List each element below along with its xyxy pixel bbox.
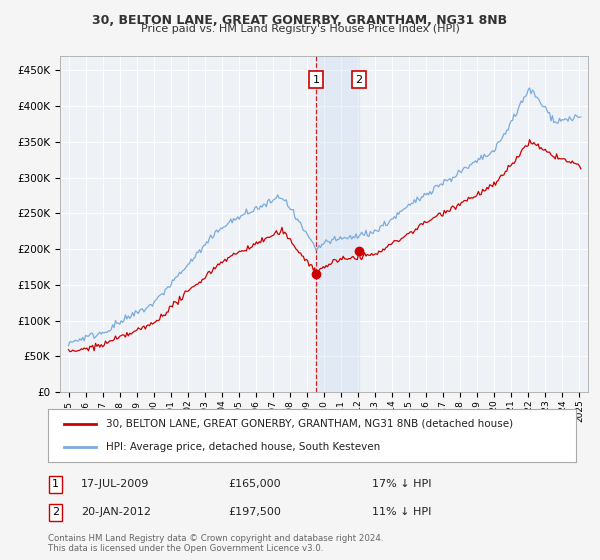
Text: 30, BELTON LANE, GREAT GONERBY, GRANTHAM, NG31 8NB: 30, BELTON LANE, GREAT GONERBY, GRANTHAM… (92, 14, 508, 27)
Text: £165,000: £165,000 (228, 479, 281, 489)
Text: Price paid vs. HM Land Registry's House Price Index (HPI): Price paid vs. HM Land Registry's House … (140, 24, 460, 34)
Text: 1: 1 (52, 479, 59, 489)
Text: 11% ↓ HPI: 11% ↓ HPI (372, 507, 431, 517)
Bar (316, 56, 359, 392)
Text: £197,500: £197,500 (228, 507, 281, 517)
Text: 2: 2 (355, 74, 362, 85)
Text: 20-JAN-2012: 20-JAN-2012 (81, 507, 151, 517)
Text: Contains HM Land Registry data © Crown copyright and database right 2024.
This d: Contains HM Land Registry data © Crown c… (48, 534, 383, 553)
Text: 17% ↓ HPI: 17% ↓ HPI (372, 479, 431, 489)
Text: 30, BELTON LANE, GREAT GONERBY, GRANTHAM, NG31 8NB (detached house): 30, BELTON LANE, GREAT GONERBY, GRANTHAM… (106, 419, 513, 429)
Text: 2: 2 (52, 507, 59, 517)
Text: 1: 1 (313, 74, 320, 85)
Text: HPI: Average price, detached house, South Kesteven: HPI: Average price, detached house, Sout… (106, 442, 380, 452)
Text: 17-JUL-2009: 17-JUL-2009 (81, 479, 149, 489)
